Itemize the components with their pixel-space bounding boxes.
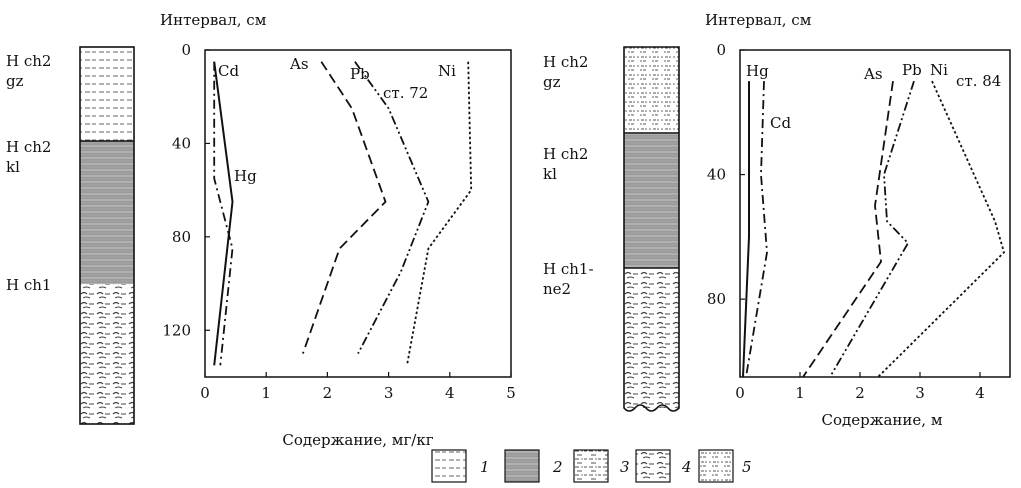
chart1-ytick-label: 80 xyxy=(172,228,191,246)
chart1-xtick-label: 5 xyxy=(506,384,516,402)
legend-swatch-5 xyxy=(698,449,734,483)
layer-ch1-right xyxy=(624,268,679,408)
chart1-axis-ticks: 0 1 2 3 4 5 0 40 80 120 xyxy=(162,41,515,402)
chart1-xtick-label: 4 xyxy=(445,384,455,402)
soil-column-right xyxy=(623,46,680,412)
column-frame-left xyxy=(79,46,135,425)
chart2-series-hg xyxy=(742,81,750,378)
chart2-xtick-label: 4 xyxy=(975,384,985,402)
chart2-series-cd xyxy=(745,81,768,378)
chart1-xtick-label: 1 xyxy=(261,384,271,402)
chart1-plot-frame xyxy=(204,49,512,378)
chart2-label-pb: Pb xyxy=(902,61,922,79)
chart1-x-title: Содержание, мг/кг xyxy=(282,431,433,449)
chart2-station-label: ст. 84 xyxy=(956,72,1001,90)
layer-kl-left xyxy=(80,141,134,284)
chart2-label-ni: Ni xyxy=(930,61,948,79)
chart1-series-cd xyxy=(213,61,234,366)
legend-swatch-1 xyxy=(431,449,467,483)
chart1-station-label: ст. 72 xyxy=(383,84,428,102)
column-left-label-1a: H ch2 xyxy=(6,52,51,70)
chart1-label-pb: Pb xyxy=(350,65,370,83)
column-right-label-1b: gz xyxy=(543,73,561,91)
column-right-label-1a: H ch2 xyxy=(543,53,588,71)
chart2-x-title: Содержание, м xyxy=(821,411,942,429)
chart1-y-title: Интервал, см xyxy=(160,11,267,29)
chart1-ytick-label: 0 xyxy=(181,41,191,59)
chart1-ytick-label: 40 xyxy=(172,134,191,152)
chart2-ytick-label: 0 xyxy=(716,41,726,59)
chart2-ytick-label: 80 xyxy=(707,290,726,308)
legend-swatch-2 xyxy=(504,449,540,483)
legend-num-5: 5 xyxy=(742,458,752,476)
column-right-label-3a: H ch1- xyxy=(543,260,594,278)
chart1-label-as: As xyxy=(289,55,309,73)
chart2-label-as: As xyxy=(863,65,883,83)
chart2-xtick-label: 2 xyxy=(855,384,865,402)
legend-num-2: 2 xyxy=(552,458,563,476)
chart2-xtick-label: 1 xyxy=(795,384,805,402)
column-frame-right xyxy=(623,46,680,412)
chart2-plot-frame xyxy=(739,49,1011,378)
chart1-label-ni: Ni xyxy=(438,62,456,80)
chart2-xtick-label: 0 xyxy=(735,384,745,402)
legend-swatch-4 xyxy=(635,449,671,483)
chart2-series-ni xyxy=(877,80,1006,378)
chart1-xtick-label: 2 xyxy=(323,384,333,402)
layer-kl-right xyxy=(624,133,679,268)
chart1-ytick-label: 120 xyxy=(162,321,191,339)
legend-num-4: 4 xyxy=(681,458,692,476)
chart2-series-pb xyxy=(829,80,915,378)
layer-gz-left xyxy=(80,47,134,141)
chart2-label-cd: Cd xyxy=(770,114,791,132)
column-right-label-2a: H ch2 xyxy=(543,145,588,163)
chart2-ytick-label: 40 xyxy=(707,166,726,184)
chart1-series-ni xyxy=(406,61,473,366)
chart1-series-pb xyxy=(354,61,430,355)
column-left-label-2b: kl xyxy=(6,158,20,176)
layer-ch1-left xyxy=(80,284,134,424)
chart1-series-lines xyxy=(213,61,473,366)
column-left-label-3a: H ch1 xyxy=(6,276,51,294)
chart1-label-cd: Cd xyxy=(218,62,239,80)
chart2-y-title: Интервал, см xyxy=(705,11,812,29)
legend-swatch-3 xyxy=(573,449,609,483)
soil-column-left xyxy=(79,46,135,425)
chart1-label-hg: Hg xyxy=(234,167,257,185)
layer-gz-right xyxy=(624,47,679,133)
chart1-xtick-label: 3 xyxy=(384,384,394,402)
column-right-label-2b: kl xyxy=(543,165,557,183)
chart1-xtick-label: 0 xyxy=(200,384,210,402)
chart2-series-as xyxy=(802,80,894,378)
chart2-series-lines xyxy=(742,80,1006,378)
column-left-label-1b: gz xyxy=(6,72,24,90)
legend-num-1: 1 xyxy=(480,458,490,476)
legend-num-3: 3 xyxy=(620,458,630,476)
column-right-label-3b: ne2 xyxy=(543,280,571,298)
chart1-series-as xyxy=(302,61,387,354)
chart1-series-hg xyxy=(213,61,234,366)
chart2-label-hg: Hg xyxy=(746,62,769,80)
legend: 1 2 3 4 5 xyxy=(431,449,752,483)
column-left-label-2a: H ch2 xyxy=(6,138,51,156)
chart2-xtick-label: 3 xyxy=(915,384,925,402)
